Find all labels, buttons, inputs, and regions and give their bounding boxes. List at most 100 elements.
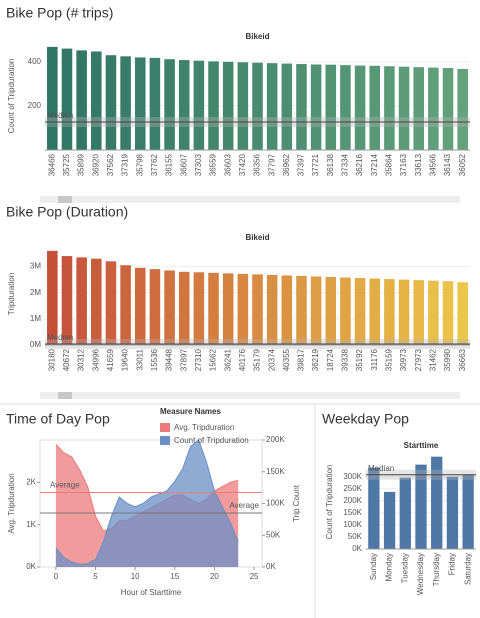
y-tick-label: 2K bbox=[26, 477, 36, 486]
y-tick-label: 250K bbox=[343, 484, 362, 493]
scroll-thumb[interactable] bbox=[58, 196, 72, 203]
bar bbox=[164, 59, 175, 151]
bar bbox=[178, 271, 190, 345]
x-tick-label: 35899 bbox=[77, 153, 86, 176]
bar bbox=[354, 65, 366, 150]
legend-swatch bbox=[160, 436, 170, 445]
y-axis-title: Count of Tripduration bbox=[325, 465, 334, 540]
bar bbox=[369, 278, 381, 345]
scrollbar[interactable] bbox=[40, 196, 460, 203]
bar bbox=[222, 273, 234, 345]
bar bbox=[442, 68, 454, 150]
x-tick-label: 30312 bbox=[77, 348, 86, 371]
bar bbox=[91, 258, 102, 345]
bar bbox=[252, 274, 263, 345]
x-tick-label: 40176 bbox=[238, 348, 247, 371]
bar bbox=[431, 456, 443, 549]
x-tick-label: 34566 bbox=[428, 153, 437, 176]
x-tick-label: Sunday bbox=[369, 553, 378, 580]
bar bbox=[296, 275, 307, 345]
x-tick-label: 36356 bbox=[253, 153, 262, 176]
x-tick-label: 15536 bbox=[150, 348, 159, 371]
bar bbox=[457, 68, 468, 150]
x-tick-label: 36607 bbox=[179, 153, 188, 176]
bar bbox=[413, 280, 424, 345]
x-tick-label: 36138 bbox=[326, 153, 335, 176]
bar bbox=[462, 474, 474, 549]
x-tick-label: 35798 bbox=[135, 153, 144, 176]
legend-label: Count of Tripduration bbox=[174, 436, 249, 445]
y-tick-label: 100K bbox=[343, 520, 362, 529]
scroll-thumb[interactable] bbox=[58, 392, 72, 399]
bar bbox=[428, 280, 439, 345]
x-tick-label: 35990 bbox=[443, 348, 452, 371]
y-tick-label: 300K bbox=[343, 472, 362, 481]
area-fill bbox=[55, 440, 239, 567]
x-tick-label: 35725 bbox=[62, 153, 71, 176]
bar bbox=[296, 64, 307, 150]
x-tick-label: 36219 bbox=[311, 348, 320, 371]
x-tick-label: Friday bbox=[448, 553, 457, 575]
bar bbox=[442, 281, 454, 345]
bar bbox=[47, 46, 58, 150]
header: Bikeid bbox=[245, 32, 269, 41]
bar bbox=[281, 275, 293, 345]
x-tick-label: 36143 bbox=[443, 153, 452, 176]
bar bbox=[398, 279, 410, 345]
x-tick-label: 37721 bbox=[311, 153, 320, 176]
y-tick-label: 0K bbox=[26, 562, 36, 571]
x-tick-label: 36663 bbox=[458, 348, 467, 371]
x-tick-label: 36603 bbox=[223, 153, 232, 176]
bar bbox=[208, 61, 219, 150]
y-tick-label: 1M bbox=[30, 314, 41, 323]
bar bbox=[222, 61, 234, 151]
bar bbox=[47, 250, 58, 345]
bar bbox=[310, 276, 322, 345]
area-line bbox=[55, 439, 239, 566]
scrollbar[interactable] bbox=[40, 392, 460, 399]
x-tick-label: 35192 bbox=[355, 348, 364, 371]
x-tick-label: 37562 bbox=[106, 153, 115, 176]
chart-title: Time of Day Pop bbox=[6, 411, 110, 427]
x-tick-label: 37334 bbox=[341, 153, 350, 176]
x-tick-label: 35159 bbox=[385, 348, 394, 371]
x-tick-label: 0 bbox=[54, 572, 59, 581]
bar bbox=[208, 272, 219, 345]
x-tick-label: 33613 bbox=[414, 153, 423, 176]
x-tick-label: 39448 bbox=[165, 348, 174, 371]
bar bbox=[446, 476, 459, 549]
x-tick-label: 40672 bbox=[62, 348, 71, 371]
reference-label: Average bbox=[229, 501, 259, 510]
bar bbox=[383, 491, 396, 549]
x-tick-label: 37163 bbox=[399, 153, 408, 176]
bar bbox=[266, 63, 278, 151]
bar bbox=[399, 477, 411, 549]
x-tick-label: 25 bbox=[250, 572, 259, 581]
legend-label: Avg. Tripduration bbox=[174, 423, 234, 432]
x-tick-label: 39338 bbox=[341, 348, 350, 371]
bar bbox=[149, 269, 161, 345]
reference-label: Median bbox=[47, 333, 73, 342]
bar bbox=[413, 67, 424, 150]
bar bbox=[398, 66, 410, 150]
reference-label: Average bbox=[50, 481, 80, 490]
y2-tick-label: 0K bbox=[266, 562, 276, 571]
x-tick-label: 19640 bbox=[121, 348, 130, 371]
x-tick-label: Tuesday bbox=[400, 553, 409, 583]
x-tick-label: 15662 bbox=[209, 348, 218, 371]
bar bbox=[340, 65, 351, 150]
y-tick-label: 50K bbox=[348, 532, 363, 541]
y-tick-label: 0K bbox=[352, 544, 362, 553]
bar bbox=[120, 265, 131, 345]
chart-title: Bike Pop (# trips) bbox=[6, 5, 113, 21]
y-axis-title: Avg. Tripduration bbox=[7, 473, 16, 533]
x-tick-label: 30180 bbox=[47, 348, 56, 371]
x-tick-label: Saturday bbox=[463, 553, 472, 585]
y-tick-label: 200K bbox=[343, 496, 362, 505]
bar bbox=[325, 277, 337, 345]
y2-tick-label: 200K bbox=[266, 435, 285, 444]
bar bbox=[149, 57, 161, 151]
header: Bikeid bbox=[245, 233, 269, 242]
y2-tick-label: 50K bbox=[266, 530, 281, 539]
